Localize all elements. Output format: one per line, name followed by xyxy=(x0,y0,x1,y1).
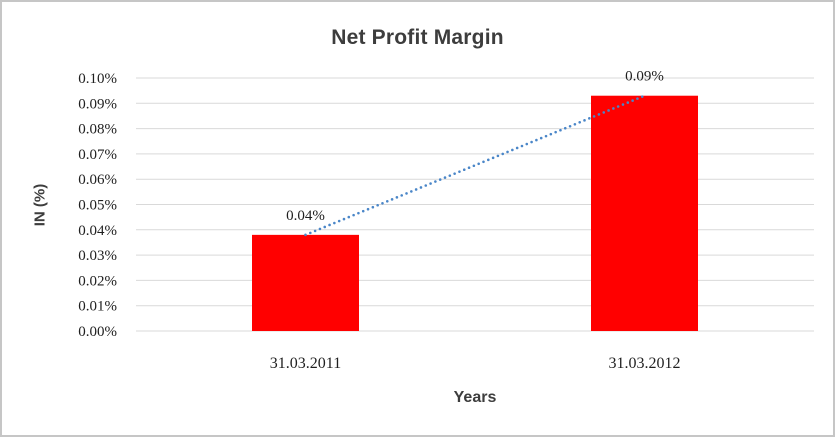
y-axis-tick-label: 0.04% xyxy=(78,223,117,239)
x-axis-tick-label: 31.03.2011 xyxy=(270,355,341,372)
x-axis-tick-label: 31.03.2012 xyxy=(609,355,681,372)
y-axis-tick-label: 0.03% xyxy=(78,248,117,264)
y-axis-tick-label: 0.09% xyxy=(78,96,117,112)
y-axis-tick-label: 0.10% xyxy=(78,71,117,87)
bar xyxy=(591,95,698,332)
y-axis-tick-label: 0.05% xyxy=(78,198,117,214)
y-axis-tick-label: 0.08% xyxy=(78,122,117,138)
data-label: 0.09% xyxy=(625,69,664,85)
bar xyxy=(252,234,359,331)
y-axis-tick-label: 0.00% xyxy=(78,324,117,340)
x-axis-title: Years xyxy=(453,389,497,406)
y-axis-tick-label: 0.01% xyxy=(78,299,117,315)
y-axis-tick-label: 0.06% xyxy=(78,172,117,188)
y-axis-tick-label: 0.02% xyxy=(78,273,117,289)
trendline xyxy=(304,94,646,237)
y-axis-tick-label: 0.07% xyxy=(78,147,117,163)
data-label: 0.04% xyxy=(286,208,325,224)
chart-title: Net Profit Margin xyxy=(331,26,504,49)
